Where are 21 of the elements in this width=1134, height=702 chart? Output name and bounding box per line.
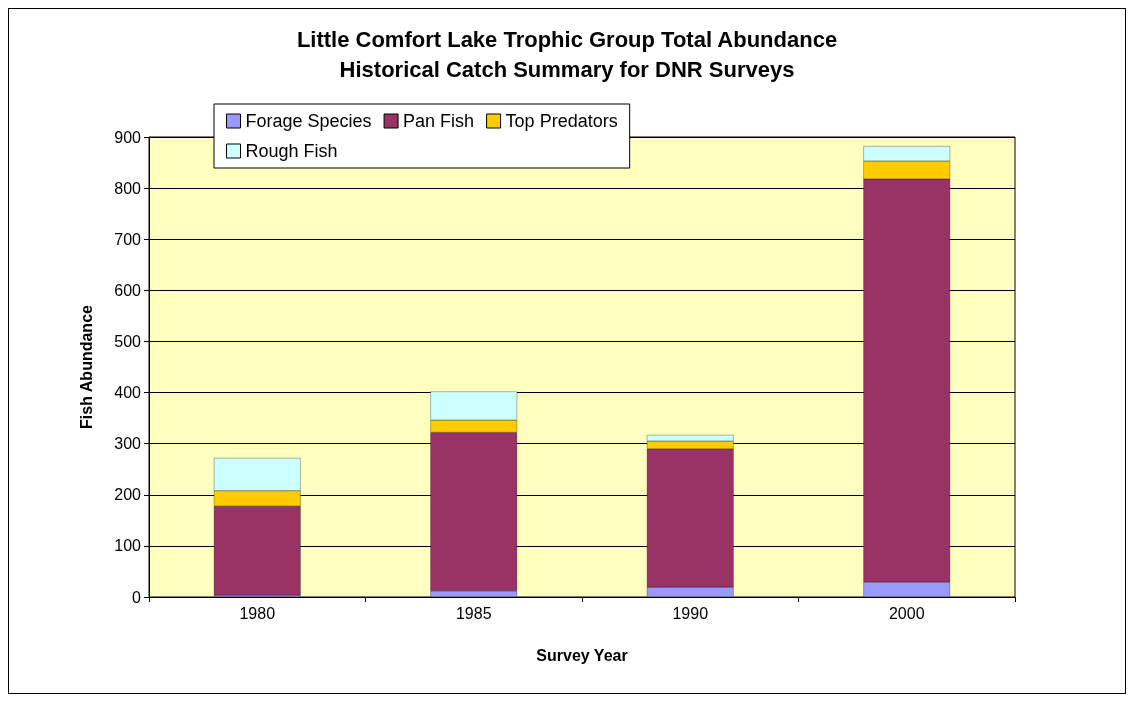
x-tick-label: 1990 [672,604,709,622]
chart-title: Little Comfort Lake Trophic Group Total Abundance Historical Catch Summary for DNR Surveys [296,26,838,82]
y-tick-label: 300 [114,435,142,453]
y-tick-label: 200 [114,486,142,504]
legend-label: Top Predators [505,111,618,131]
y-tick-label: 600 [114,281,142,299]
x-tick-label: 1985 [455,604,492,622]
y-tick-label: 700 [114,230,142,248]
x-tick-label: 1980 [239,604,276,622]
x-tick-label: 2000 [888,604,925,622]
legend-label: Forage Species [245,111,372,131]
legend-label: Pan Fish [403,111,475,131]
y-tick-label: 0 [132,588,142,606]
y-tick-label: 800 [114,179,142,197]
y-axis-title: Fish Abundance [77,304,95,429]
y-tick-label: 400 [114,384,142,402]
y-tick-label: 100 [114,537,142,555]
legend-label: Rough Fish [245,141,338,161]
y-tick-label: 900 [114,128,142,146]
x-axis-title: Survey Year [536,646,628,664]
y-tick-label: 500 [114,332,142,350]
